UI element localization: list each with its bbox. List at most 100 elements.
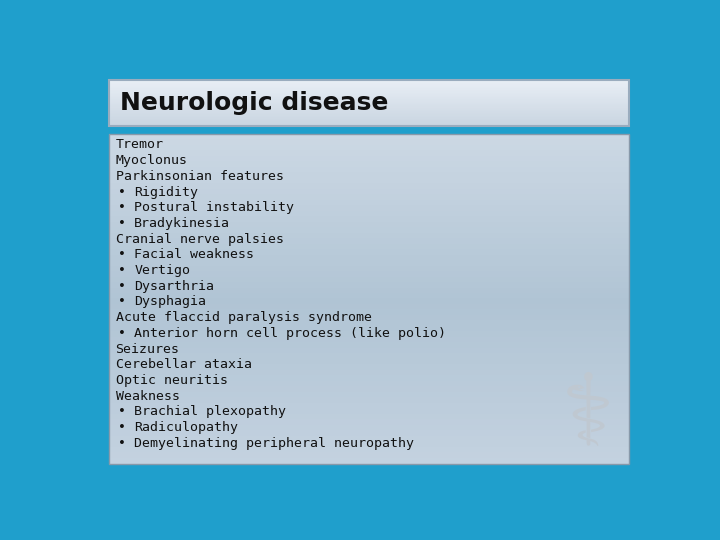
Bar [109,221,629,227]
Bar [109,100,629,102]
Text: •: • [118,437,126,450]
Bar [109,375,629,381]
Bar [109,260,629,266]
Bar [109,359,629,365]
Bar [109,80,629,82]
Bar [109,161,629,167]
Bar [109,87,629,88]
Bar [109,249,629,255]
Bar [109,397,629,403]
Bar [109,156,629,161]
Bar [109,123,629,124]
Bar [109,266,629,272]
Text: Demyelinating peripheral neuropathy: Demyelinating peripheral neuropathy [134,437,414,450]
Text: Acute flaccid paralysis syndrome: Acute flaccid paralysis syndrome [116,311,372,324]
Bar [109,238,629,244]
Bar [109,414,629,420]
Bar [109,233,629,239]
Bar [109,105,629,107]
Bar [109,244,629,249]
Bar [109,107,629,109]
Bar [109,227,629,233]
Bar [109,441,629,447]
Bar [109,353,629,359]
Bar [109,98,629,100]
Text: Dysarthria: Dysarthria [134,280,214,293]
Bar [109,387,629,392]
Text: Brachial plexopathy: Brachial plexopathy [134,406,286,419]
Bar [109,188,629,194]
Bar [109,342,629,348]
Bar [109,111,629,112]
Bar [109,254,629,260]
Bar [109,90,629,92]
Bar [109,81,629,83]
Text: Radiculopathy: Radiculopathy [134,421,238,434]
Bar [109,430,629,436]
Bar [109,172,629,178]
Bar [109,145,629,151]
Bar [109,104,629,106]
Bar [109,299,629,305]
Text: •: • [118,264,126,277]
Bar [109,91,629,93]
Bar [109,408,629,414]
Text: Parkinsonian features: Parkinsonian features [116,170,284,183]
Text: Postural instability: Postural instability [134,201,294,214]
Bar [109,150,629,156]
Bar [109,113,629,115]
Bar [109,183,629,189]
Bar [109,83,629,85]
Bar [109,89,629,91]
Bar [109,96,629,98]
Text: Bradykinesia: Bradykinesia [134,217,230,230]
Bar [109,178,629,184]
Bar [109,102,629,103]
Text: •: • [118,186,126,199]
Bar [109,337,629,343]
Bar [109,420,629,425]
Bar [109,117,629,118]
Text: ⚕: ⚕ [562,369,616,466]
Bar [109,122,629,123]
Text: Neurologic disease: Neurologic disease [120,91,389,116]
Text: •: • [118,406,126,419]
Bar [109,110,629,111]
Text: Myoclonus: Myoclonus [116,154,188,167]
Bar [109,320,629,326]
Bar [109,139,629,145]
Text: •: • [118,327,126,340]
Bar [109,282,629,288]
Bar [109,293,629,299]
Text: Weakness: Weakness [116,390,179,403]
Bar [109,315,629,321]
Bar [109,304,629,310]
Bar [109,287,629,293]
Bar [109,120,629,122]
Text: Rigidity: Rigidity [134,186,198,199]
Bar [109,381,629,387]
Bar [109,99,629,101]
Bar [109,200,629,206]
Bar [109,114,629,116]
Bar [109,112,629,114]
Bar [109,124,629,125]
Text: •: • [118,201,126,214]
Bar [109,458,629,464]
Text: Cranial nerve palsies: Cranial nerve palsies [116,233,284,246]
Bar [109,84,629,86]
Bar [109,119,629,120]
Bar [109,326,629,332]
Bar [109,118,629,119]
Bar [109,309,629,315]
Text: Anterior horn cell process (like polio): Anterior horn cell process (like polio) [134,327,446,340]
Bar [109,216,629,222]
Bar [109,392,629,398]
Bar [109,109,629,110]
Bar [109,106,629,108]
Bar [109,88,629,90]
Bar [109,403,629,409]
Bar [109,370,629,376]
Bar [109,211,629,217]
Text: •: • [118,280,126,293]
